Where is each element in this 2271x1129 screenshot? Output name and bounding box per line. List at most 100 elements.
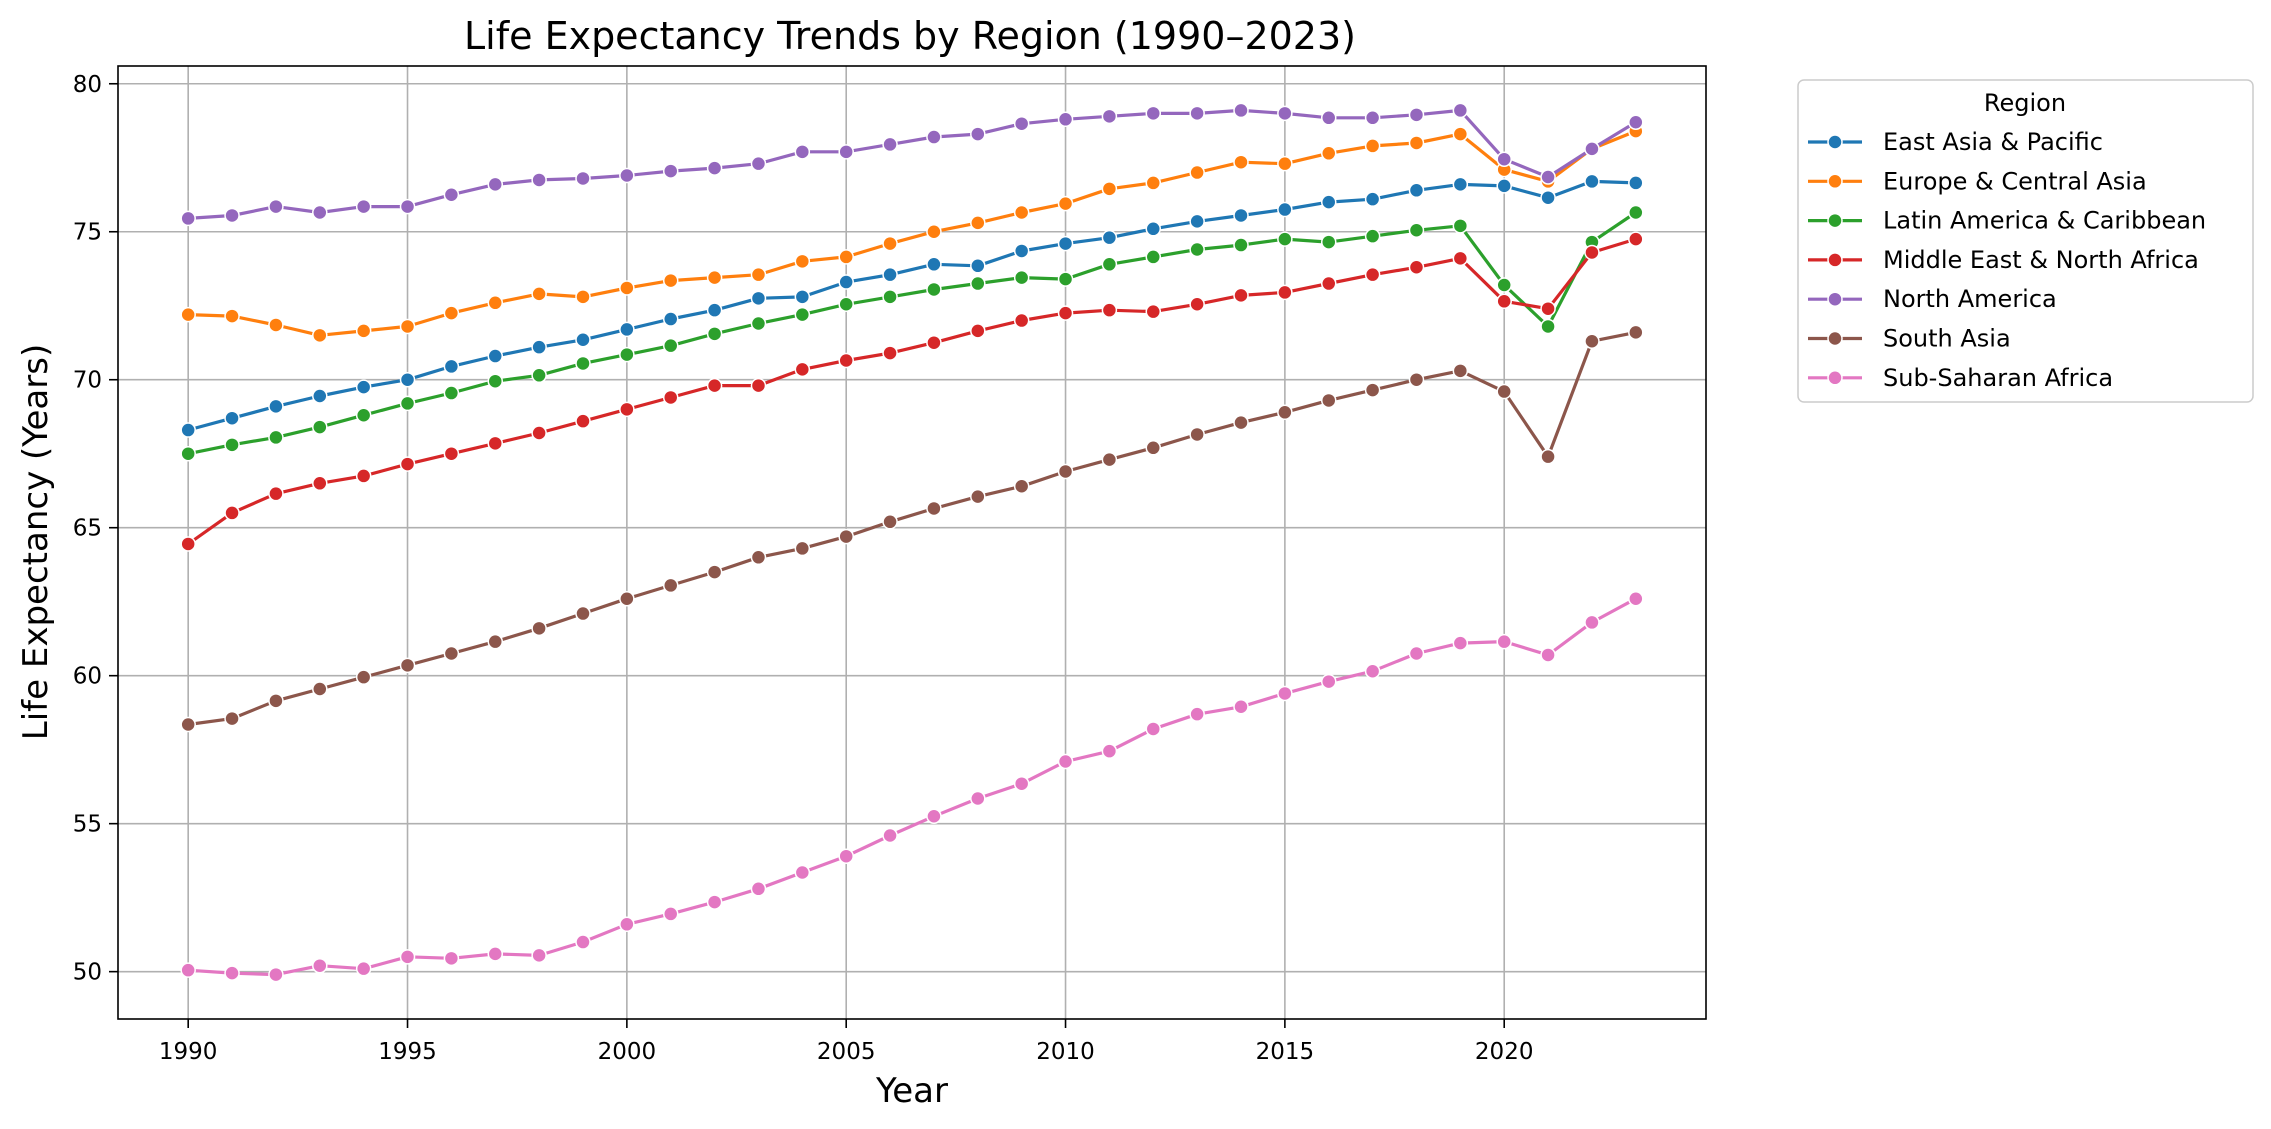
data-point bbox=[1145, 303, 1162, 320]
data-point bbox=[575, 605, 591, 622]
data-point bbox=[443, 445, 460, 462]
data-point bbox=[1057, 235, 1074, 252]
data-point bbox=[180, 210, 196, 227]
grid-lines bbox=[118, 66, 1706, 1019]
data-point bbox=[1101, 302, 1118, 318]
data-point bbox=[1277, 155, 1293, 172]
data-point bbox=[180, 716, 196, 733]
data-point bbox=[399, 456, 416, 472]
data-point bbox=[443, 186, 460, 203]
data-point bbox=[355, 379, 372, 395]
data-point bbox=[355, 198, 372, 215]
x-tick-label: 2000 bbox=[598, 1039, 657, 1065]
data-point bbox=[268, 966, 284, 983]
data-point bbox=[1145, 221, 1162, 237]
legend-item: East Asia & Pacific bbox=[1808, 128, 2103, 156]
data-point bbox=[1320, 194, 1337, 210]
legend-item: Latin America & Caribbean bbox=[1808, 207, 2206, 235]
data-point bbox=[180, 422, 196, 438]
data-point bbox=[1057, 305, 1074, 321]
data-point bbox=[1057, 753, 1074, 770]
data-point bbox=[1145, 440, 1162, 456]
data-point bbox=[443, 358, 460, 375]
data-point bbox=[662, 389, 679, 406]
data-point bbox=[750, 549, 767, 566]
data-point bbox=[1628, 231, 1644, 247]
data-point bbox=[1233, 102, 1249, 119]
data-point bbox=[487, 435, 504, 452]
data-point bbox=[1189, 296, 1205, 312]
data-point bbox=[619, 321, 635, 338]
legend-box bbox=[1797, 79, 2254, 403]
data-point bbox=[1277, 105, 1293, 122]
data-point bbox=[794, 289, 811, 305]
data-point bbox=[970, 258, 986, 274]
data-point bbox=[1408, 222, 1425, 239]
data-point bbox=[1364, 110, 1381, 126]
data-point bbox=[443, 385, 460, 401]
data-point bbox=[838, 274, 854, 290]
data-point bbox=[1013, 312, 1030, 329]
legend-label: Sub-Saharan Africa bbox=[1883, 364, 2113, 392]
data-point bbox=[926, 808, 942, 825]
x-tick-label: 2020 bbox=[1475, 1039, 1534, 1065]
data-point bbox=[619, 401, 635, 418]
data-point bbox=[970, 488, 986, 505]
data-point bbox=[1277, 231, 1293, 247]
data-point bbox=[1320, 392, 1337, 409]
data-point bbox=[1233, 699, 1249, 715]
data-point bbox=[224, 207, 240, 224]
data-point bbox=[268, 693, 284, 709]
data-point bbox=[1233, 154, 1249, 170]
data-point bbox=[487, 633, 504, 650]
legend-marker bbox=[1827, 370, 1843, 386]
data-point bbox=[1628, 204, 1644, 221]
data-point bbox=[1233, 207, 1249, 224]
data-point bbox=[838, 249, 854, 265]
data-point bbox=[1496, 178, 1512, 194]
data-point bbox=[1584, 333, 1600, 349]
data-point bbox=[224, 410, 240, 426]
data-point bbox=[1320, 234, 1337, 250]
y-tick-label: 75 bbox=[73, 220, 102, 246]
data-point bbox=[575, 289, 591, 305]
series-east-asia-pacific bbox=[180, 173, 1644, 438]
data-point bbox=[706, 377, 723, 394]
data-point bbox=[706, 160, 723, 176]
data-point bbox=[1452, 635, 1469, 651]
legend-label: Europe & Central Asia bbox=[1883, 167, 2147, 195]
legend-marker bbox=[1827, 134, 1843, 150]
data-point bbox=[1408, 645, 1425, 662]
series-layer bbox=[180, 102, 1644, 983]
data-point bbox=[1584, 173, 1600, 190]
data-point bbox=[838, 296, 854, 312]
data-point bbox=[1496, 277, 1512, 293]
legend-item: South Asia bbox=[1808, 325, 2011, 353]
data-point bbox=[224, 437, 240, 453]
data-point bbox=[926, 281, 942, 298]
data-point bbox=[268, 398, 284, 415]
data-point bbox=[268, 317, 284, 333]
data-point bbox=[487, 295, 504, 311]
data-point bbox=[706, 326, 723, 342]
legend-marker bbox=[1827, 212, 1843, 229]
data-point bbox=[750, 290, 767, 307]
data-point bbox=[1101, 108, 1118, 125]
legend-item: Europe & Central Asia bbox=[1808, 167, 2147, 195]
data-point bbox=[224, 505, 240, 521]
data-point bbox=[706, 564, 723, 580]
data-point bbox=[1452, 126, 1469, 142]
x-axis-label: Year bbox=[875, 1071, 948, 1111]
data-point bbox=[1540, 647, 1556, 663]
data-point bbox=[575, 332, 591, 348]
data-point bbox=[355, 407, 372, 423]
y-axis-ticks: 50 55 60 65 70 75 80 bbox=[73, 72, 118, 986]
data-point bbox=[882, 289, 898, 305]
data-point bbox=[1145, 721, 1162, 737]
data-point bbox=[794, 144, 811, 160]
data-point bbox=[1628, 590, 1644, 607]
data-point bbox=[1057, 111, 1074, 128]
data-point bbox=[1057, 271, 1074, 287]
data-point bbox=[1189, 164, 1205, 181]
data-point bbox=[750, 266, 767, 283]
